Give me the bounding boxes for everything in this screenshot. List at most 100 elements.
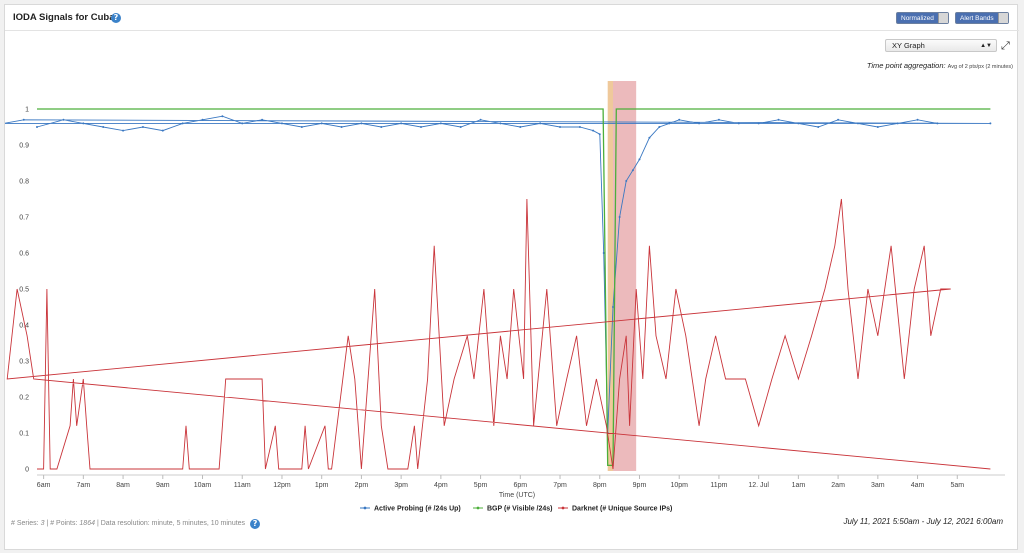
signals-chart: 0 0.1 0.2 0.3 0.4 0.5 0.6 0.7 0.8 0.9 1 6am 7am 8am 9a… — [5, 81, 1005, 513]
data-point — [989, 122, 992, 125]
x-tick-label: 8am — [116, 482, 130, 489]
aggregation-info: Time point aggregation: Avg of 2 pts/px … — [5, 61, 1013, 70]
y-tick-label: 0.4 — [19, 323, 29, 330]
series-label: # Series: — [11, 520, 39, 527]
x-tick-label: 6am — [37, 482, 51, 489]
data-point — [936, 122, 939, 125]
page-title: IODA Signals for Cuba — [13, 12, 115, 23]
data-point — [320, 122, 323, 125]
select-caret-icon: ▲▼ — [980, 43, 992, 49]
y-tick-label: 0.2 — [19, 395, 29, 402]
x-tick-label: 7pm — [553, 482, 567, 489]
aggregation-label: Time point aggregation: — [866, 61, 946, 70]
legend-label: Darknet (# Unique Source IPs) — [572, 506, 672, 513]
data-point — [499, 122, 502, 125]
y-tick-label: 0.7 — [19, 215, 29, 222]
legend-marker — [476, 506, 480, 510]
aggregation-value: Avg of 2 pts/px (2 minutes) — [947, 64, 1013, 70]
series-line-2 — [37, 108, 991, 467]
legend-label: BGP (# Visible /24s) — [487, 506, 553, 513]
resolution-text: | Data resolution: minute, 5 minutes, 10… — [96, 520, 246, 527]
data-point — [380, 126, 383, 128]
data-point — [618, 216, 621, 218]
data-point — [300, 126, 303, 128]
data-point — [856, 122, 859, 125]
x-tick-label: 5am — [950, 482, 964, 489]
x-tick-label: 9am — [156, 482, 170, 489]
data-point — [479, 118, 482, 121]
y-tick-label: 0.5 — [19, 287, 29, 294]
data-point — [519, 126, 522, 128]
y-tick-label: 0.6 — [19, 251, 29, 258]
data-point — [181, 122, 184, 125]
graph-type-select[interactable]: XY Graph ▲▼ — [885, 39, 997, 52]
series-count: 3 — [40, 520, 45, 527]
y-tick-label: 0.3 — [19, 359, 29, 366]
graph-type-value: XY Graph — [892, 41, 925, 50]
data-point — [916, 118, 919, 121]
x-tick-label: 10am — [194, 482, 212, 489]
legend-marker — [363, 506, 367, 510]
normalized-knob — [937, 13, 948, 23]
data-point — [439, 122, 442, 125]
data-point — [598, 133, 601, 136]
data-point — [625, 180, 628, 182]
data-point — [82, 122, 85, 125]
data-point — [161, 129, 164, 132]
series-line-3 — [6, 198, 991, 470]
legend-marker — [561, 506, 565, 510]
x-tick-label: 4pm — [434, 482, 448, 489]
points-label: # Points: — [50, 520, 78, 527]
data-point — [602, 252, 605, 254]
data-point — [648, 136, 651, 139]
x-tick-label: 12. Jul — [748, 482, 769, 489]
x-tick-label: 1am — [792, 482, 806, 489]
data-point — [668, 122, 671, 125]
y-tick-label: 0 — [25, 467, 29, 474]
data-point — [592, 129, 595, 132]
fullscreen-icon[interactable]: ⤢ — [1001, 39, 1010, 52]
data-point — [539, 122, 542, 125]
data-point — [737, 122, 740, 125]
help-icon[interactable]: ? — [111, 13, 121, 23]
data-point — [559, 126, 562, 128]
data-point — [420, 126, 422, 128]
data-point — [36, 126, 38, 128]
x-tick-label: 2am — [831, 482, 845, 489]
data-point — [876, 126, 879, 128]
data-point — [62, 118, 65, 121]
x-tick-label: 1pm — [315, 482, 329, 489]
x-tick-label: 5pm — [474, 482, 488, 489]
data-point — [122, 129, 125, 132]
y-tick-label: 1 — [25, 107, 29, 114]
data-point — [141, 126, 144, 128]
normalized-label: Normalized — [901, 15, 934, 22]
x-tick-label: 12pm — [273, 482, 291, 489]
x-tick-label: 11am — [234, 482, 251, 489]
x-tick-label: 3pm — [394, 482, 408, 489]
normalized-toggle[interactable]: Normalized — [896, 12, 949, 24]
resolution-help-icon[interactable]: ? — [250, 519, 261, 529]
data-point — [241, 122, 244, 125]
points-count: 1864 — [79, 520, 95, 527]
data-point — [896, 122, 899, 125]
data-point — [280, 122, 283, 125]
data-point — [817, 126, 820, 128]
data-point — [578, 126, 581, 128]
data-point — [797, 122, 800, 125]
alert-bands-label: Alert Bands — [960, 15, 994, 22]
alert-bands-knob — [997, 13, 1008, 23]
x-tick-label: 6pm — [513, 482, 527, 489]
data-point — [678, 118, 681, 121]
data-point — [777, 118, 780, 121]
data-point — [658, 126, 661, 128]
x-tick-label: 11pm — [710, 482, 727, 489]
x-tick-label: 3am — [871, 482, 885, 489]
alert-bands-toggle[interactable]: Alert Bands — [955, 12, 1009, 24]
x-tick-label: 10pm — [670, 482, 688, 489]
y-tick-label: 0.9 — [19, 143, 29, 150]
series-line-1 — [5, 115, 991, 434]
panel-header: IODA Signals for Cuba ? Normalized Alert… — [5, 5, 1019, 31]
alert-band-critical — [613, 81, 637, 471]
data-point — [612, 306, 614, 308]
